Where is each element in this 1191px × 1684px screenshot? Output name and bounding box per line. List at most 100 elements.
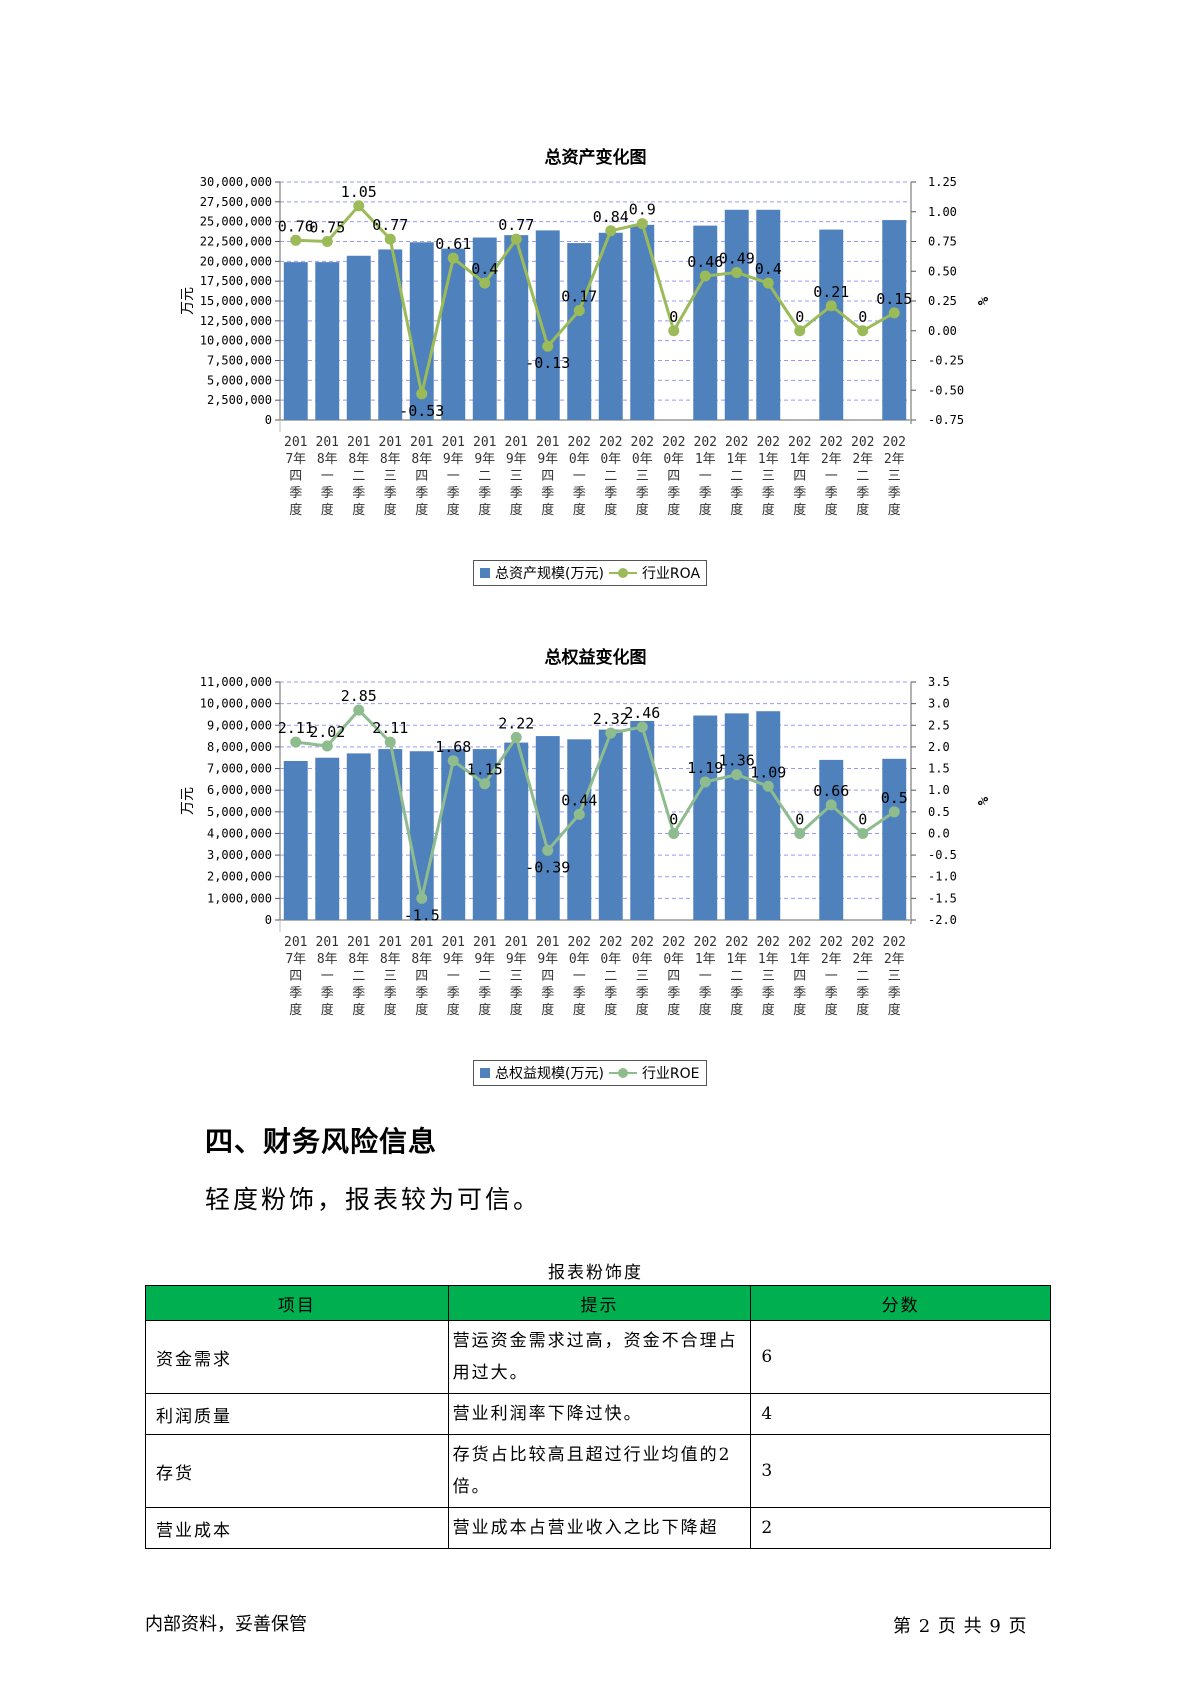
x-tick-label: 201 8年一季度 [316, 435, 339, 518]
cell-hint: 营运资金需求过高，资金不合理占用过大。 [447, 1320, 752, 1394]
risk-table: 项目 提示 分数 资金需求 营运资金需求过高，资金不合理占用过大。 6 利润质量… [145, 1285, 1051, 1549]
chart-title-total-assets: 总资产变化图 [544, 148, 647, 168]
y2-tick-label: 3.0 [928, 697, 950, 711]
x-tick-label: 202 1年四季度 [788, 435, 811, 518]
x-tick-label: 201 9年一季度 [442, 435, 465, 518]
line-point [416, 388, 428, 400]
data-label: 0.77 [372, 216, 408, 234]
bar [283, 262, 308, 420]
data-label: 0.49 [719, 249, 755, 267]
y-tick-label: 0 [265, 413, 272, 427]
data-label: 1.05 [341, 183, 377, 201]
data-label: 0.5 [881, 789, 908, 807]
x-tick-label: 202 0年一季度 [568, 935, 591, 1018]
data-label: 1.09 [750, 763, 786, 781]
data-label: 0 [858, 810, 867, 828]
line-point [825, 799, 837, 811]
bar [724, 713, 749, 920]
x-tick-label: 201 9年一季度 [442, 935, 465, 1018]
line-point [353, 200, 365, 212]
x-tick-label: 202 1年四季度 [788, 935, 811, 1018]
x-tick-label: 202 1年三季度 [757, 435, 780, 518]
table-row: 营业成本 营业成本占营业收入之比下降超 2 [145, 1507, 1051, 1549]
cell-score: 6 [750, 1320, 1051, 1394]
cell-item: 营业成本 [145, 1507, 449, 1549]
line-point [762, 277, 774, 289]
data-label: 1.36 [719, 752, 755, 770]
data-label: 0 [795, 810, 804, 828]
line-point [384, 233, 396, 245]
x-tick-label: 201 8年四季度 [410, 935, 433, 1018]
bar [630, 720, 655, 920]
data-label: 0.21 [813, 283, 849, 301]
x-tick-label: 201 8年二季度 [347, 935, 370, 1018]
y2-tick-label: 0.50 [928, 264, 957, 278]
y-tick-label: 5,000,000 [207, 805, 272, 819]
x-tick-label: 201 7年四季度 [284, 435, 307, 518]
y-tick-label: 8,000,000 [207, 740, 272, 754]
x-tick-label: 201 8年二季度 [347, 435, 370, 518]
y-tick-label: 30,000,000 [200, 175, 272, 189]
y-tick-label: 6,000,000 [207, 783, 272, 797]
x-tick-label: 201 9年四季度 [536, 935, 559, 1018]
data-label: 0.77 [498, 216, 534, 234]
y2-tick-label: 1.00 [928, 205, 957, 219]
y2-tick-label: 2.5 [928, 718, 950, 732]
line-point [794, 325, 806, 337]
x-tick-label: 202 1年二季度 [725, 935, 748, 1018]
bar [535, 736, 560, 920]
y2-tick-label: 3.5 [928, 675, 950, 689]
bar [567, 739, 592, 920]
bar [283, 760, 308, 920]
cell-hint: 存货占比较高且超过行业均值的2倍。 [447, 1434, 752, 1508]
line-point [353, 704, 365, 716]
data-label: 0.84 [593, 208, 629, 226]
data-label: 2.22 [498, 714, 534, 732]
data-label: -0.39 [525, 858, 570, 876]
x-tick-label: 202 0年二季度 [599, 435, 622, 518]
y2-tick-label: -0.50 [928, 383, 964, 397]
chart-legend-total-equity: 总权益规模(万元) 行业ROE [473, 1060, 707, 1086]
x-tick-label: 201 8年四季度 [410, 435, 433, 518]
y-tick-label: 27,500,000 [200, 195, 272, 209]
bar [882, 758, 907, 920]
x-tick-label: 202 2年二季度 [851, 935, 874, 1018]
line-point [479, 778, 491, 790]
y2-axis-title: % [974, 797, 990, 806]
legend-bar-swatch [480, 568, 490, 578]
bar [472, 237, 497, 420]
line-point [731, 266, 743, 278]
data-label: -0.53 [399, 402, 444, 420]
header-score: 分数 [750, 1285, 1051, 1321]
line-point [699, 776, 711, 788]
y-tick-label: 7,500,000 [207, 354, 272, 368]
data-label: 2.11 [278, 719, 314, 737]
section-body: 轻度粉饰，报表较为可信。 [205, 1185, 542, 1214]
x-tick-label: 202 2年三季度 [883, 435, 906, 518]
line-point [479, 277, 491, 289]
line-point [605, 225, 617, 237]
series-line [295, 203, 895, 395]
bar [378, 749, 403, 920]
bar [756, 209, 781, 420]
y2-tick-label: -0.75 [928, 413, 964, 427]
x-tick-label: 202 2年三季度 [883, 935, 906, 1018]
x-tick-label: 202 0年二季度 [599, 935, 622, 1018]
x-tick-label: 202 2年一季度 [820, 435, 843, 518]
line-point [447, 252, 459, 264]
bar [724, 209, 749, 420]
data-label: 0 [858, 308, 867, 326]
table-header-row: 项目 提示 分数 [145, 1285, 1051, 1321]
line-point [825, 300, 837, 312]
footer-page-number: 第 2 页 共 9 页 [893, 1616, 1028, 1637]
bar [630, 224, 655, 420]
x-tick-label: 201 7年四季度 [284, 935, 307, 1018]
line-point [416, 892, 428, 904]
line-point [636, 218, 648, 230]
line-point [321, 740, 333, 752]
bar [315, 262, 340, 420]
data-label: 0.66 [813, 782, 849, 800]
bar [441, 749, 466, 920]
y-tick-label: 15,000,000 [200, 294, 272, 308]
y-tick-label: 17,500,000 [200, 274, 272, 288]
